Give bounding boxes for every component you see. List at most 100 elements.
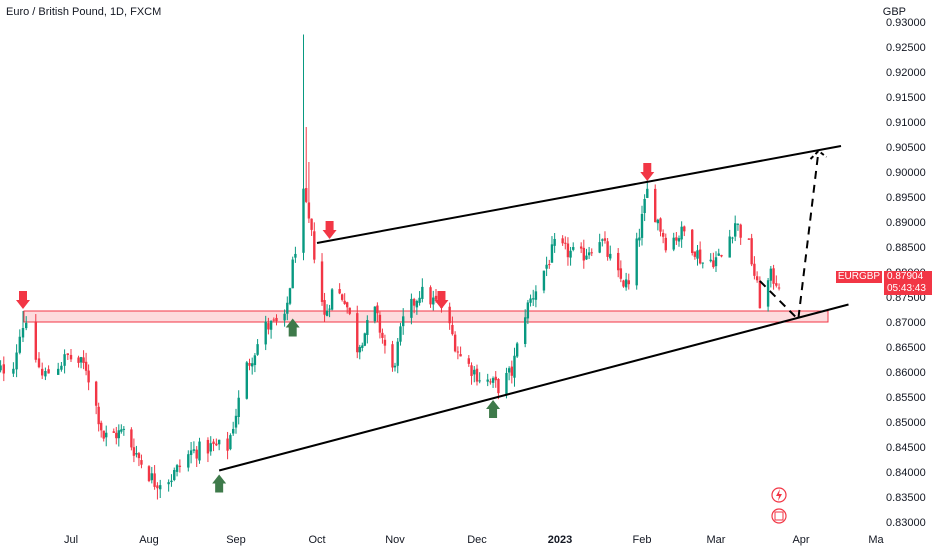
candle-body (717, 253, 720, 256)
x-tick-label: Jul (64, 534, 78, 546)
y-tick-label: 0.84500 (886, 442, 926, 454)
trendlines-layer (218, 145, 849, 472)
candle-body (635, 238, 638, 286)
lightning-icon[interactable] (771, 487, 787, 503)
candle-body (550, 244, 554, 263)
candle-body (47, 369, 50, 374)
candle-body (733, 223, 737, 237)
candle-body (712, 260, 715, 268)
candle-body (616, 252, 620, 271)
candle-body (467, 358, 470, 364)
candle-body (34, 321, 37, 360)
candle-body (245, 362, 248, 399)
lower-trendline (218, 303, 849, 472)
candle-body (156, 485, 159, 489)
x-tick-label: Feb (633, 534, 652, 546)
candle-body (99, 422, 103, 431)
candle-body (769, 268, 773, 281)
last-price-tag: 0.87904 05:43:43 (884, 271, 932, 295)
candle-body (378, 314, 382, 333)
candle-body (366, 320, 369, 335)
candle-body (217, 439, 221, 445)
candle-body (328, 308, 331, 310)
candle-body (15, 352, 18, 370)
candle-body (25, 322, 28, 329)
candle-body (325, 310, 329, 316)
y-tick-label: 0.88500 (886, 242, 926, 254)
support-zone (23, 310, 829, 323)
candle-body (272, 319, 275, 321)
candle-body (675, 237, 678, 241)
candle-body (256, 344, 259, 355)
candle-body (82, 357, 85, 363)
candle-body (548, 264, 551, 266)
candle-body (542, 270, 546, 291)
candle-body (305, 188, 308, 202)
candle-body (102, 430, 105, 439)
candle-body (564, 242, 567, 244)
candle-body (755, 276, 759, 281)
up-arrow-marker (285, 318, 300, 337)
candle-body (750, 238, 753, 265)
currency-label: GBP (882, 6, 906, 18)
indicator-icons (771, 487, 787, 524)
candle-body (515, 343, 519, 357)
candle-body (453, 334, 457, 352)
candle-body (307, 202, 311, 219)
candle-body (137, 453, 141, 459)
candle-body (175, 465, 179, 472)
candle-body (77, 357, 80, 363)
candle-body (167, 482, 170, 485)
upper-trendline (316, 145, 842, 244)
candle-body (198, 441, 201, 461)
candle-body (532, 298, 535, 300)
candle-body (766, 280, 770, 307)
candle-body (253, 355, 257, 366)
candle-body (97, 406, 100, 425)
candle-body (153, 473, 156, 487)
candle-body (664, 237, 667, 251)
down-arrow-marker (640, 163, 655, 181)
candle-body (275, 317, 278, 322)
candle-body (553, 238, 556, 246)
y-tick-label: 0.83500 (886, 492, 926, 504)
candle-body (132, 447, 136, 456)
candle-body (310, 218, 313, 230)
candle-body (758, 280, 762, 309)
x-tick-label: 2023 (548, 534, 572, 546)
y-tick-label: 0.92500 (886, 42, 926, 54)
candle-body (283, 313, 286, 321)
candle-body (772, 268, 775, 284)
candle-body (178, 465, 182, 467)
candle-body (683, 226, 686, 232)
candle-body (291, 259, 294, 289)
candle-body (491, 378, 495, 383)
symbol-tag: EURGBP (836, 271, 882, 283)
candle-body (229, 435, 232, 450)
candle-body (231, 428, 235, 434)
candle-body (603, 238, 607, 241)
candle-body (582, 247, 586, 261)
arrows-layer (16, 163, 655, 493)
candle-body (534, 291, 538, 300)
candle-body (140, 460, 143, 465)
candle-body (130, 429, 133, 448)
candle-body (2, 364, 5, 374)
x-tick-label: Dec (467, 534, 487, 546)
candles-layer (0, 34, 781, 500)
candle-body (66, 353, 69, 355)
up-arrow-marker (486, 400, 501, 418)
candle-body (381, 332, 384, 338)
candle-body (646, 188, 649, 198)
candle-body (505, 372, 508, 395)
candle-body (421, 286, 424, 299)
y-tick-label: 0.83000 (886, 517, 926, 529)
candle-body (122, 428, 126, 430)
y-tick-label: 0.87000 (886, 317, 926, 329)
candle-body (57, 368, 60, 375)
y-tick-label: 0.86500 (886, 342, 926, 354)
event-icon[interactable] (771, 508, 787, 524)
candle-body (638, 237, 641, 241)
candle-body (237, 397, 240, 417)
